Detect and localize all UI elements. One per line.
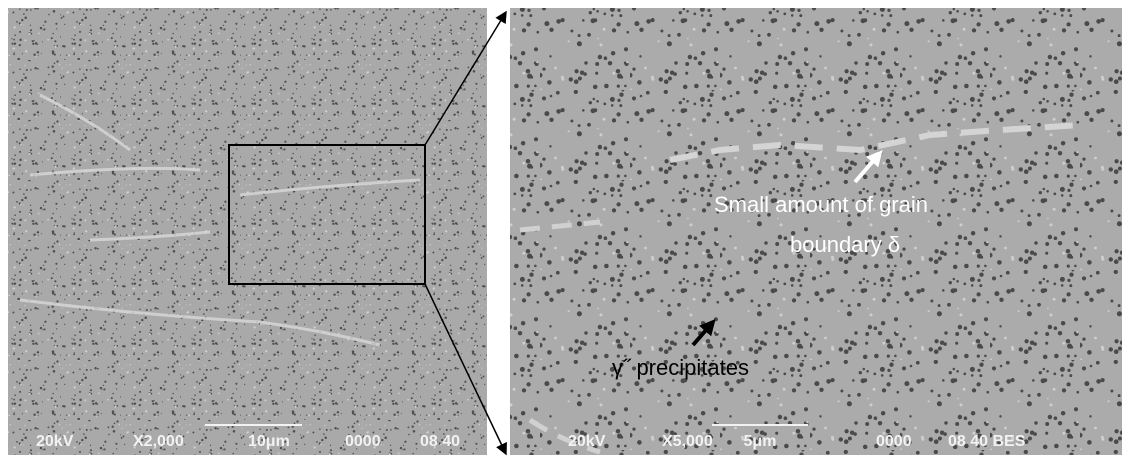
arrow <box>691 318 716 347</box>
image <box>510 8 1122 455</box>
grain-boundary <box>519 219 601 455</box>
image-id: 0000 <box>345 433 381 450</box>
image-code: 08 40 <box>420 433 460 450</box>
scale-label: 10μm <box>248 433 290 450</box>
connector <box>424 283 507 456</box>
annotation: Small amount of grain <box>714 192 928 217</box>
voltage: 20kV <box>568 433 606 450</box>
image-code: 08 40 BES <box>948 433 1026 450</box>
micrograph-left: 20kV X2,000 10μm 0000 08 40 <box>8 8 487 455</box>
image <box>8 8 487 455</box>
image-id: 0000 <box>876 433 912 450</box>
voltage: 20kV <box>36 433 74 450</box>
scale-label: 5μm <box>744 433 777 450</box>
magnification: X2,000 <box>133 433 184 450</box>
arrow <box>853 149 883 184</box>
grain-boundary <box>669 122 1081 163</box>
annotation: γ˝ precipitates <box>612 355 749 380</box>
grain-boundary <box>19 93 421 347</box>
annotation: boundary δ <box>790 232 900 257</box>
zoom-box <box>228 144 426 285</box>
magnification: X5,000 <box>662 433 713 450</box>
connector <box>424 10 507 146</box>
micrograph-right: Small amount of grain boundary δ γ˝ prec… <box>510 8 1122 455</box>
